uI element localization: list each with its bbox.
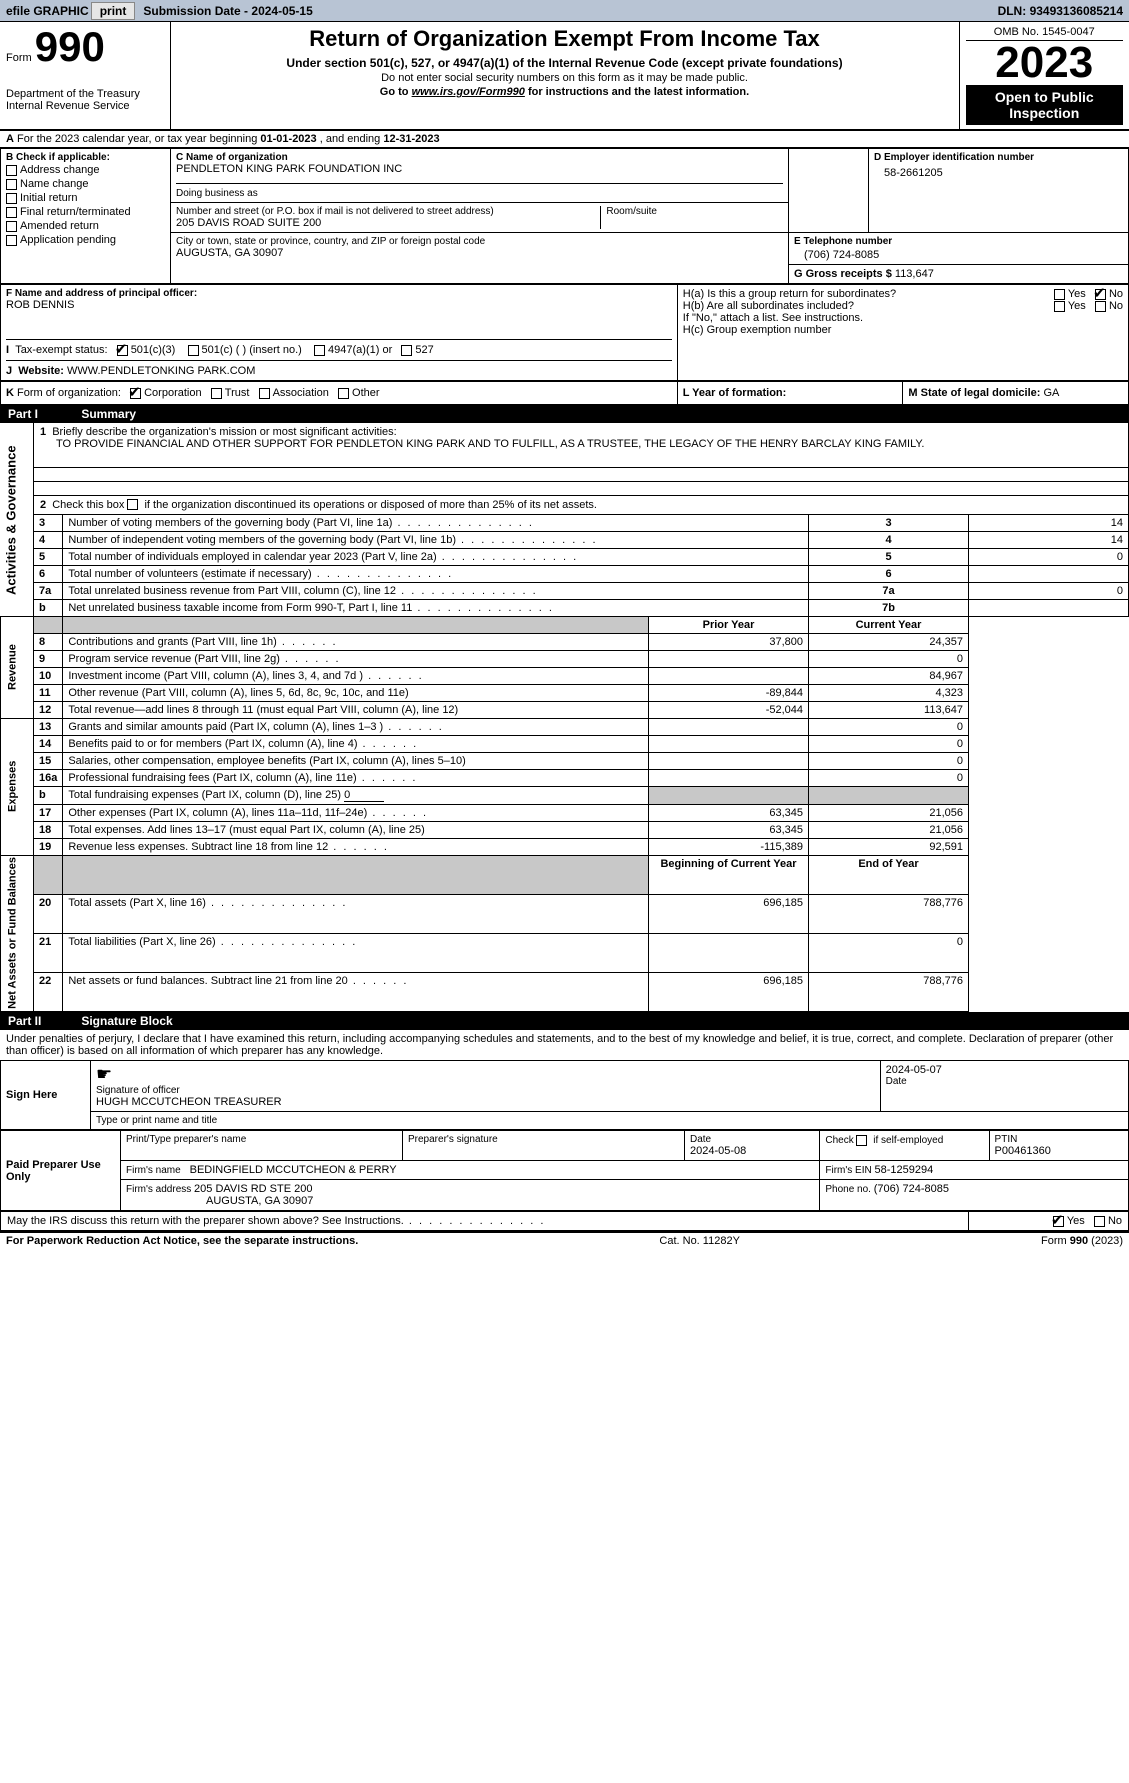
vlabel-expenses: Expenses (1, 718, 34, 855)
cb-application-pending[interactable] (6, 235, 17, 246)
cb-corporation[interactable] (130, 388, 141, 399)
irs-link[interactable]: www.irs.gov/Form990 (412, 86, 525, 98)
open-to-inspection: Open to Public Inspection (966, 85, 1124, 125)
cb-hb-yes[interactable] (1054, 301, 1065, 312)
submission-block: Submission Date - 2024-05-15 (137, 4, 318, 18)
cb-name-change[interactable] (6, 179, 17, 190)
form-title: Return of Organization Exempt From Incom… (177, 26, 953, 52)
cb-address-change[interactable] (6, 165, 17, 176)
box-g: G Gross receipts $ 113,647 (789, 265, 1129, 284)
paid-preparer-label: Paid Preparer Use Only (1, 1131, 121, 1211)
dln-block: DLN: 93493136085214 (998, 4, 1129, 18)
top-toolbar: efile GRAPHIC print Submission Date - 20… (0, 0, 1129, 22)
website-link[interactable]: WWW.PENDLETONKING PARK.COM (67, 365, 255, 377)
box-m: M State of legal domicile: GA (903, 382, 1129, 405)
form-title-cell: Return of Organization Exempt From Incom… (170, 22, 959, 130)
cb-association[interactable] (259, 388, 270, 399)
cb-hb-no[interactable] (1095, 301, 1106, 312)
cb-ha-no[interactable] (1095, 289, 1106, 300)
mission-text: TO PROVIDE FINANCIAL AND OTHER SUPPORT F… (40, 438, 924, 450)
dept-treasury: Department of the Treasury (6, 88, 164, 100)
box-k: K Form of organization: Corporation Trus… (1, 382, 678, 405)
part-2-header: Part II Signature Block (0, 1012, 1129, 1030)
vlabel-revenue: Revenue (1, 616, 34, 718)
vlabel-net-assets: Net Assets or Fund Balances (1, 855, 34, 1012)
page-footer: For Paperwork Reduction Act Notice, see … (0, 1231, 1129, 1249)
box-l: L Year of formation: (677, 382, 903, 405)
box-c-city: City or town, state or province, country… (171, 233, 789, 284)
tax-year: 2023 (966, 41, 1124, 85)
cb-527[interactable] (401, 345, 412, 356)
form-990-number: 990 (35, 26, 105, 68)
dept-irs: Internal Revenue Service (6, 100, 164, 112)
cb-initial-return[interactable] (6, 193, 17, 204)
box-c-name: C Name of organization PENDLETON KING PA… (171, 149, 789, 203)
perjury-text: Under penalties of perjury, I declare th… (0, 1030, 1129, 1060)
signature-block: Sign Here ☛ Signature of officer HUGH MC… (0, 1060, 1129, 1130)
cb-other-org[interactable] (338, 388, 349, 399)
cb-ha-yes[interactable] (1054, 289, 1065, 300)
fh-block: F Name and address of principal officer:… (0, 284, 1129, 381)
print-button[interactable]: print (91, 2, 136, 20)
vlabel-activities: Activities & Governance (1, 423, 34, 616)
entity-info-block: B Check if applicable: Address change Na… (0, 148, 1129, 284)
cb-self-employed[interactable] (856, 1135, 867, 1146)
cb-trust[interactable] (211, 388, 222, 399)
box-b: B Check if applicable: Address change Na… (1, 149, 171, 284)
line-a-tax-year: A For the 2023 calendar year, or tax yea… (0, 131, 1129, 148)
klm-block: K Form of organization: Corporation Trus… (0, 381, 1129, 405)
cb-501c3[interactable] (117, 345, 128, 356)
box-f: F Name and address of principal officer:… (1, 285, 678, 381)
cb-final-return[interactable] (6, 207, 17, 218)
paid-preparer-block: Paid Preparer Use Only Print/Type prepar… (0, 1130, 1129, 1211)
efile-label: efile GRAPHIC (0, 4, 89, 18)
year-cell: OMB No. 1545-0047 2023 Open to Public In… (959, 22, 1129, 130)
form-container: Form 990 Department of the Treasury Inte… (0, 22, 1129, 131)
cb-amended-return[interactable] (6, 221, 17, 232)
box-h: H(a) Is this a group return for subordin… (677, 285, 1128, 381)
cb-discuss-no[interactable] (1094, 1216, 1105, 1227)
discuss-row: May the IRS discuss this return with the… (0, 1211, 1129, 1231)
box-d: D Employer identification number 58-2661… (869, 149, 1129, 233)
cb-4947a1[interactable] (314, 345, 325, 356)
part-1-header: Part I Summary (0, 405, 1129, 423)
cb-501c[interactable] (188, 345, 199, 356)
cb-discuss-yes[interactable] (1053, 1216, 1064, 1227)
box-e: E Telephone number (706) 724-8085 (789, 233, 1129, 265)
box-c-street: Number and street (or P.O. box if mail i… (171, 203, 789, 233)
form-number-cell: Form 990 Department of the Treasury Inte… (0, 22, 170, 130)
cb-discontinued[interactable] (127, 499, 138, 510)
sign-here-label: Sign Here (1, 1061, 91, 1130)
summary-table: Activities & Governance 1 Briefly descri… (0, 423, 1129, 1012)
